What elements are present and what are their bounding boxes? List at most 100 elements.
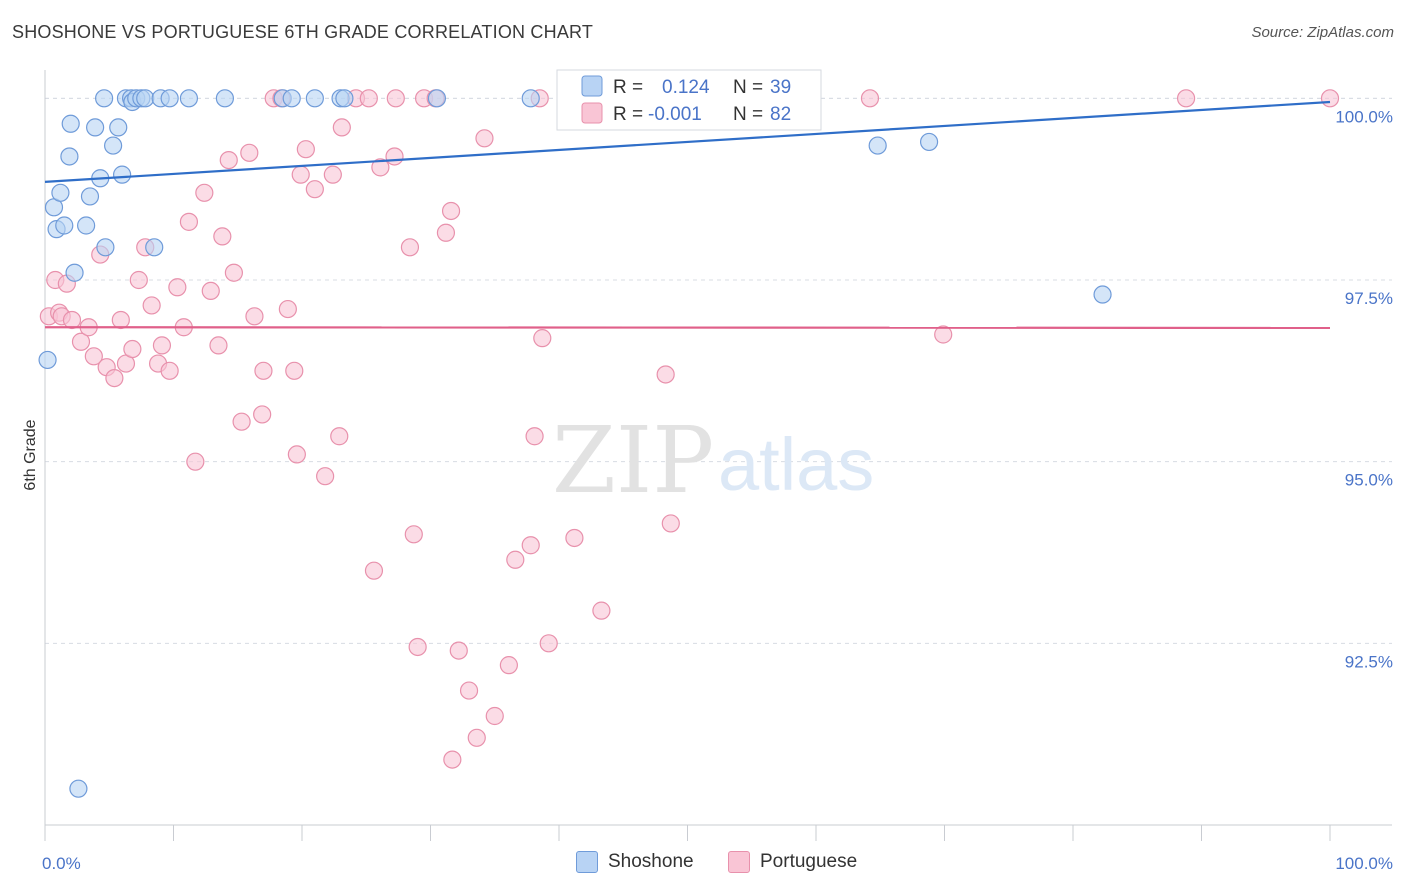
point-shoshone (104, 136, 123, 155)
point-portuguese (1320, 89, 1340, 108)
point-portuguese (129, 270, 148, 290)
legend-swatch-portuguese (581, 102, 603, 124)
point-portuguese (232, 412, 251, 431)
point-portuguese (443, 750, 462, 769)
y-axis-label: 6th Grade (22, 419, 39, 490)
point-portuguese (62, 310, 82, 330)
point-portuguese (323, 165, 342, 184)
y-tick-label: 95.0% (1345, 471, 1393, 490)
point-portuguese (123, 339, 142, 359)
point-shoshone (919, 132, 939, 152)
point-portuguese (467, 728, 486, 747)
x-tick-label-end: 100.0% (1335, 854, 1393, 873)
point-portuguese (499, 656, 518, 675)
point-portuguese (408, 637, 427, 657)
point-portuguese (253, 405, 272, 424)
point-portuguese (316, 467, 335, 486)
legend-n-label-2: N = (733, 104, 763, 125)
x-tick-label-start: 0.0% (42, 854, 81, 873)
point-portuguese (240, 143, 259, 162)
point-shoshone (868, 136, 887, 155)
point-portuguese (285, 361, 304, 380)
bottom-legend: Shoshone Portuguese (0, 851, 1406, 879)
point-portuguese (330, 427, 349, 446)
bottom-legend-shoshone: Shoshone (576, 851, 694, 873)
point-portuguese (201, 281, 220, 300)
point-shoshone (145, 238, 164, 257)
point-portuguese (245, 307, 264, 326)
point-shoshone (38, 350, 57, 370)
point-portuguese (661, 514, 680, 533)
point-shoshone (215, 89, 234, 108)
point-shoshone (136, 89, 155, 108)
point-portuguese (105, 369, 124, 388)
point-portuguese (71, 332, 91, 351)
point-portuguese (533, 329, 552, 348)
point-shoshone (427, 89, 447, 108)
point-portuguese (179, 212, 199, 231)
bottom-legend-label-shoshone: Shoshone (608, 851, 694, 872)
point-shoshone (60, 147, 79, 166)
point-portuguese (359, 89, 378, 108)
point-shoshone (521, 89, 540, 108)
watermark: ZIP atlas (552, 407, 874, 514)
point-portuguese (332, 118, 351, 137)
watermark-atlas: atlas (718, 423, 874, 506)
point-portuguese (1176, 89, 1196, 108)
point-portuguese (305, 180, 324, 199)
point-portuguese (521, 536, 540, 555)
point-shoshone (86, 118, 105, 137)
point-shoshone (51, 183, 70, 202)
point-portuguese (213, 227, 232, 246)
point-portuguese (656, 365, 675, 384)
point-portuguese (565, 528, 584, 548)
source-label: Source: ZipAtlas.com (1251, 24, 1394, 41)
point-shoshone (65, 263, 84, 282)
point-shoshone (1093, 285, 1112, 304)
trend-line-portuguese (44, 326, 1331, 330)
point-portuguese (934, 325, 953, 344)
point-portuguese (296, 140, 315, 159)
legend-r-value-portuguese: -0.001 (648, 104, 702, 125)
point-portuguese (254, 361, 273, 380)
legend-n-value-shoshone: 39 (770, 77, 791, 98)
point-portuguese (111, 310, 130, 330)
point-portuguese (195, 183, 214, 202)
point-portuguese (485, 706, 504, 726)
chart-title: SHOSHONE VS PORTUGUESE 6TH GRADE CORRELA… (12, 22, 594, 42)
point-portuguese (291, 165, 310, 184)
legend-r-label-1: R = (613, 77, 643, 98)
legend-n-value-portuguese: 82 (770, 104, 791, 125)
point-shoshone (109, 118, 128, 137)
trend-lines (44, 100, 1331, 330)
point-shoshone (55, 216, 74, 235)
watermark-zip: ZIP (552, 407, 714, 514)
y-tick-label: 92.5% (1345, 652, 1393, 671)
point-portuguese (385, 147, 404, 166)
point-portuguese (209, 336, 228, 355)
point-shoshone (335, 89, 354, 108)
legend-swatch-shoshone (581, 75, 603, 97)
point-portuguese (142, 296, 161, 315)
point-portuguese (860, 89, 880, 108)
point-portuguese (168, 278, 187, 297)
point-portuguese (506, 550, 525, 569)
y-tick-label: 100.0% (1335, 107, 1393, 126)
point-portuguese (278, 299, 297, 319)
point-portuguese (436, 223, 456, 242)
stats-legend: R = 0.124 N = 39 R = -0.001 N = 82 (556, 69, 822, 131)
point-portuguese (186, 452, 205, 471)
point-portuguese (219, 151, 238, 170)
point-shoshone (95, 89, 114, 108)
point-portuguese (459, 681, 479, 700)
point-shoshone (282, 89, 301, 108)
point-portuguese (152, 336, 172, 355)
legend-n-label-1: N = (733, 77, 763, 98)
point-portuguese (287, 445, 306, 464)
point-shoshone (61, 114, 80, 133)
trend-line-shoshone (44, 100, 1331, 183)
point-portuguese (84, 347, 103, 366)
point-portuguese (371, 158, 390, 177)
point-shoshone (80, 187, 100, 206)
point-shoshone (179, 89, 199, 108)
